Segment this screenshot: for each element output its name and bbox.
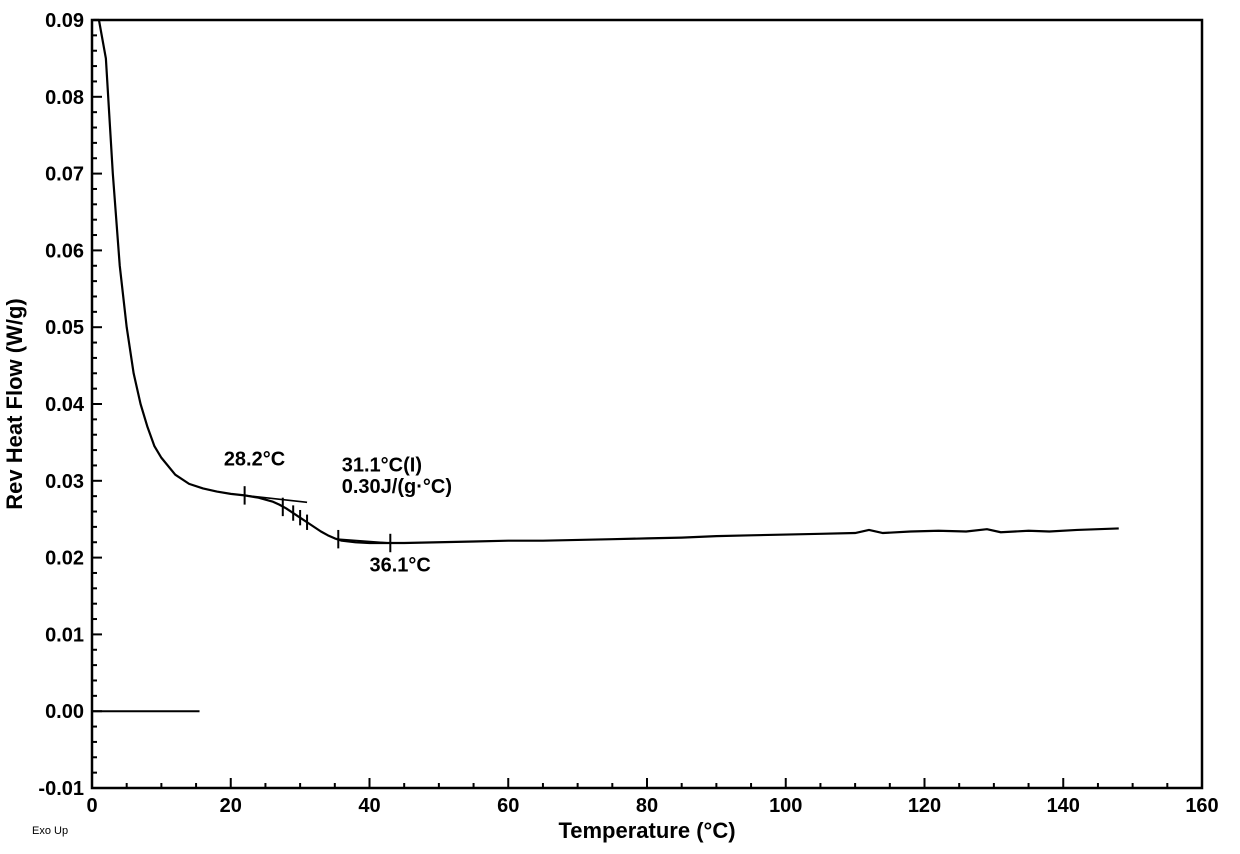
x-tick-label: 100 [769, 795, 802, 817]
x-axis-label: Temperature (°C) [558, 818, 735, 843]
dsc-chart: 0 20 40 60 80 100 120 140 160 -0.01 0.00 0.01 0.02 0.… [0, 0, 1240, 854]
annotation-label: 0.30J/(g·°C) [342, 476, 452, 498]
annotation-label: 28.2°C [224, 448, 285, 470]
y-tick-label: 0.04 [45, 394, 85, 416]
x-tick-label: 40 [358, 795, 380, 817]
y-tick-label: 0.01 [45, 624, 84, 646]
annotation-label: 36.1°C [370, 554, 431, 576]
x-tick-label: 80 [636, 795, 658, 817]
x-tick-label: 20 [220, 795, 242, 817]
y-tick-label: 0.03 [45, 471, 84, 493]
x-tick-label: 60 [497, 795, 519, 817]
y-tick-label: 0.06 [45, 240, 84, 262]
x-tick-label: 140 [1047, 795, 1080, 817]
y-tick-label: 0.08 [45, 87, 84, 109]
y-tick-label: 0.00 [45, 701, 84, 723]
x-tick-label: 0 [86, 795, 97, 817]
x-tick-label: 160 [1185, 795, 1218, 817]
y-tick-label: 0.05 [45, 317, 84, 339]
y-axis-label: Rev Heat Flow (W/g) [2, 298, 27, 509]
y-tick-label: -0.01 [38, 778, 84, 800]
x-tick-label: 120 [908, 795, 941, 817]
footer-exo-up: Exo Up [32, 825, 68, 837]
tg-tangent [245, 495, 307, 502]
y-tick-label: 0.02 [45, 548, 84, 570]
annotation-label: 31.1°C(I) [342, 455, 422, 477]
y-tick-label: 0.07 [45, 164, 84, 186]
plot-border [92, 20, 1202, 788]
y-tick-label: 0.09 [45, 10, 84, 32]
